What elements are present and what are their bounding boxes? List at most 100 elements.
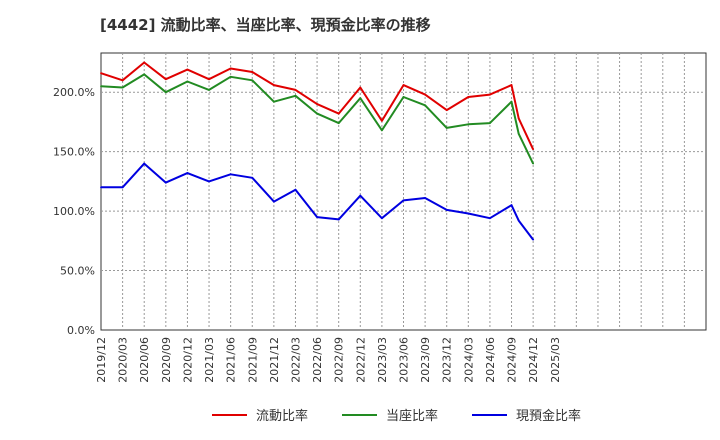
series-lines xyxy=(100,61,535,241)
x-tick-label: 2020/09 xyxy=(160,337,173,383)
x-tick-label: 2023/12 xyxy=(441,337,454,383)
data-point xyxy=(164,91,167,94)
x-tick-label: 2024/06 xyxy=(484,337,497,383)
data-point xyxy=(402,199,405,202)
data-point xyxy=(251,71,254,73)
data-point xyxy=(100,72,102,75)
data-point xyxy=(510,204,513,207)
x-tick-label: 2023/09 xyxy=(419,337,432,383)
data-point xyxy=(143,162,146,165)
data-point xyxy=(359,97,362,100)
y-axis-ticks: 0.0% 50.0% 100.0% 150.0% 200.0% xyxy=(53,86,95,337)
data-point xyxy=(294,188,297,191)
x-tick-label: 2022/12 xyxy=(354,337,367,383)
data-point xyxy=(316,112,318,115)
legend-label: 当座比率 xyxy=(386,408,438,424)
data-point xyxy=(517,132,520,135)
data-point xyxy=(121,79,124,82)
data-point xyxy=(489,122,491,125)
data-point xyxy=(517,219,520,222)
series-line xyxy=(100,73,535,165)
data-point xyxy=(229,67,232,70)
data-point xyxy=(208,180,210,183)
data-point xyxy=(272,200,275,203)
plot-area xyxy=(100,52,707,331)
x-tick-label: 2023/06 xyxy=(398,337,411,383)
x-tick-label: 2025/03 xyxy=(549,337,562,383)
x-tick-label: 2021/12 xyxy=(268,337,281,383)
x-tick-label: 2023/03 xyxy=(376,337,389,383)
legend-label: 流動比率 xyxy=(256,408,308,424)
data-point xyxy=(186,172,189,174)
data-point xyxy=(208,78,210,81)
data-point xyxy=(100,85,102,88)
y-tick-label: 50.0% xyxy=(60,265,95,278)
data-point xyxy=(445,109,448,111)
data-point xyxy=(510,100,513,103)
data-point xyxy=(424,197,427,199)
data-point xyxy=(380,119,383,122)
data-point xyxy=(337,112,340,115)
x-tick-label: 2021/06 xyxy=(225,337,238,383)
data-point xyxy=(164,181,167,184)
data-point xyxy=(467,96,470,98)
data-point xyxy=(532,162,535,165)
data-point xyxy=(251,79,254,82)
data-point xyxy=(489,217,491,220)
data-point xyxy=(359,86,362,89)
data-point xyxy=(186,68,189,71)
grid-lines xyxy=(101,53,706,330)
y-tick-label: 0.0% xyxy=(67,324,95,337)
x-tick-label: 2019/12 xyxy=(95,337,108,383)
data-point xyxy=(337,122,340,125)
data-point xyxy=(316,103,318,106)
data-point xyxy=(272,84,275,86)
legend-label: 現預金比率 xyxy=(516,408,581,424)
data-point xyxy=(380,129,383,132)
x-tick-label: 2020/06 xyxy=(138,337,151,383)
data-point xyxy=(121,186,124,189)
data-point xyxy=(143,73,146,76)
data-point xyxy=(251,176,254,179)
y-tick-label: 100.0% xyxy=(53,205,95,218)
data-point xyxy=(532,148,535,151)
data-point xyxy=(402,96,405,98)
x-tick-label: 2022/09 xyxy=(333,337,346,383)
x-tick-label: 2022/06 xyxy=(311,337,324,383)
x-tick-label: 2021/03 xyxy=(203,337,216,383)
data-point xyxy=(359,194,362,197)
x-tick-label: 2024/09 xyxy=(506,337,519,383)
series-line xyxy=(101,162,534,241)
data-point xyxy=(164,78,167,81)
data-point xyxy=(517,117,520,120)
data-point xyxy=(489,93,491,96)
data-point xyxy=(424,104,427,107)
legend: 流動比率 当座比率 現預金比率 xyxy=(212,408,581,424)
chart-title: [4442] 流動比率、当座比率、現預金比率の推移 xyxy=(100,16,431,34)
data-point xyxy=(337,218,340,221)
data-point xyxy=(445,126,448,129)
x-tick-label: 2020/12 xyxy=(181,337,194,383)
y-tick-label: 200.0% xyxy=(53,86,95,99)
data-point xyxy=(510,84,513,86)
data-point xyxy=(380,217,383,220)
data-point xyxy=(143,61,146,64)
data-point xyxy=(445,209,448,211)
data-point xyxy=(229,173,232,176)
data-point xyxy=(467,123,470,126)
data-point xyxy=(316,216,318,218)
data-point xyxy=(424,93,427,96)
x-axis-ticks: 2019/12 2020/03 2020/06 2020/09 2020/12 2021/… xyxy=(95,337,562,383)
x-tick-label: 2024/03 xyxy=(462,337,475,383)
series-line xyxy=(100,61,535,150)
data-point xyxy=(402,84,405,86)
data-point xyxy=(186,80,189,83)
data-point xyxy=(121,86,124,89)
data-point xyxy=(294,94,297,97)
x-tick-label: 2024/12 xyxy=(527,337,540,383)
data-point xyxy=(294,88,297,91)
data-point xyxy=(208,88,210,91)
data-point xyxy=(229,75,232,78)
x-tick-label: 2020/03 xyxy=(117,337,130,383)
